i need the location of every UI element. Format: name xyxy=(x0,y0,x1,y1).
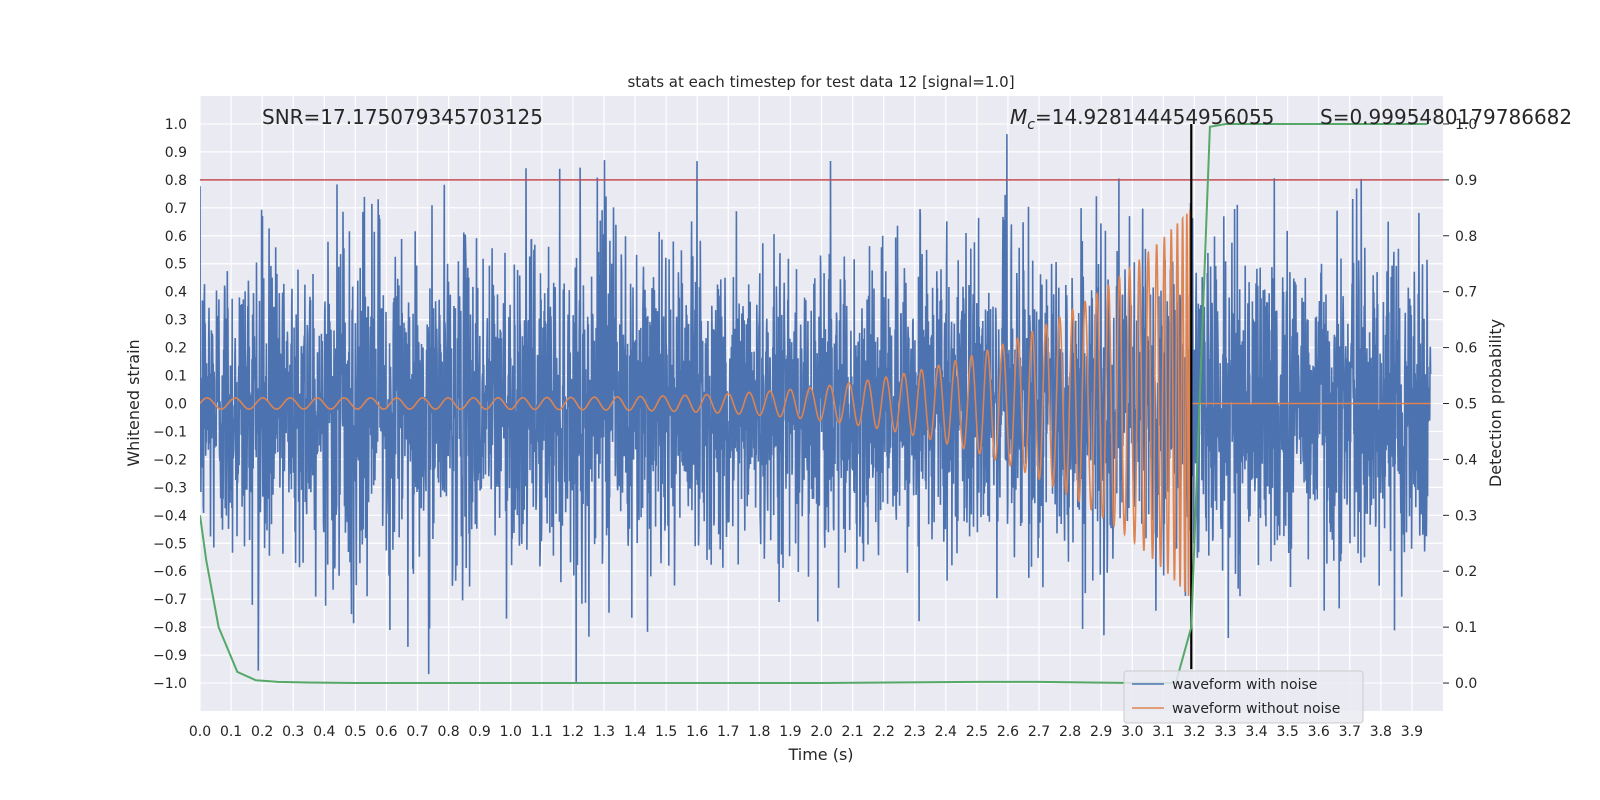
legend-box xyxy=(1123,670,1364,724)
y-right-tick-label: 0.5 xyxy=(1455,397,1477,413)
x-axis-label: Time (s) xyxy=(787,745,853,764)
x-tick-label: 0.3 xyxy=(282,724,304,740)
x-tick-label: 3.1 xyxy=(1152,724,1174,740)
x-tick-label: 0.8 xyxy=(437,724,459,740)
x-tick-label: 3.9 xyxy=(1401,724,1423,740)
series-waveform-without-noise xyxy=(200,209,1431,598)
x-tick-label: 0.5 xyxy=(344,724,366,740)
y-right-tick-label: 0.3 xyxy=(1455,508,1477,524)
y-left-tick-label: −0.5 xyxy=(153,536,187,552)
y-left-tick-label: −1.0 xyxy=(153,676,187,692)
x-tick-label: 3.3 xyxy=(1214,724,1236,740)
y-left-tick-label: −0.3 xyxy=(153,480,187,496)
y-axis-left-label: Whitened strain xyxy=(124,339,143,466)
x-tick-label: 1.8 xyxy=(748,724,770,740)
y-left-tick-label: 0.1 xyxy=(165,369,187,385)
y-right-tick-label: 0.7 xyxy=(1455,285,1477,301)
x-tick-label: 2.2 xyxy=(873,724,895,740)
y-left-tick-label: 0.7 xyxy=(165,201,187,217)
x-tick-label: 2.4 xyxy=(935,724,957,740)
y-left-tick-label: −0.8 xyxy=(153,620,187,636)
x-tick-label: 0.0 xyxy=(189,724,211,740)
x-tick-label: 1.7 xyxy=(717,724,739,740)
y-axis-right-ticks: 1.0 0.9 0.8 0.7 0.6 0.5 0.4 0.3 0.2 0.1 0.0 xyxy=(1443,117,1477,692)
y-left-tick-label: −0.4 xyxy=(153,508,187,524)
x-tick-label: 1.5 xyxy=(655,724,677,740)
snr-annotation: SNR=17.175079345703125 xyxy=(262,105,543,129)
y-axis-right-label: Detection probability xyxy=(1486,319,1505,487)
y-right-tick-label: 0.2 xyxy=(1455,564,1477,580)
x-axis-ticks: 0.0 0.1 0.2 0.3 0.4 0.5 0.6 0.7 0.8 0.9 1.0 1.1 1.2 1… xyxy=(189,724,1423,740)
x-tick-label: 0.1 xyxy=(220,724,242,740)
y-left-tick-label: 0.3 xyxy=(165,313,187,329)
series-detection-probability xyxy=(200,123,1428,684)
x-tick-label: 3.5 xyxy=(1276,724,1298,740)
legend: waveform with noise waveform without noi… xyxy=(1123,670,1364,724)
mc-subscript: c xyxy=(1027,117,1035,133)
y-right-tick-label: 0.1 xyxy=(1455,620,1477,636)
y-left-tick-label: 0.0 xyxy=(165,397,187,413)
x-tick-label: 2.7 xyxy=(1028,724,1050,740)
x-tick-label: 0.6 xyxy=(375,724,397,740)
y-left-tick-label: 0.5 xyxy=(165,257,187,273)
x-tick-label: 1.3 xyxy=(593,724,615,740)
y-right-tick-label: 0.8 xyxy=(1455,229,1477,245)
x-tick-label: 2.5 xyxy=(966,724,988,740)
s-annotation: S=0.9995480179786682 xyxy=(1320,105,1572,129)
x-tick-label: 3.0 xyxy=(1121,724,1143,740)
x-tick-label: 2.9 xyxy=(1090,724,1112,740)
y-right-tick-label: 0.6 xyxy=(1455,341,1477,357)
y-left-tick-label: 0.8 xyxy=(165,173,187,189)
y-left-tick-label: −0.6 xyxy=(153,564,187,580)
x-tick-label: 2.3 xyxy=(904,724,926,740)
mc-value: =14.928144454956055 xyxy=(1035,105,1274,129)
y-left-tick-label: 0.2 xyxy=(165,341,187,357)
y-left-tick-label: −0.1 xyxy=(153,424,187,440)
y-left-tick-label: −0.9 xyxy=(153,648,187,664)
x-tick-label: 3.6 xyxy=(1308,724,1330,740)
x-tick-label: 2.6 xyxy=(997,724,1019,740)
y-axis-left-ticks: 1.0 0.9 0.8 0.7 0.6 0.5 0.4 0.3 0.2 0.1 0.0 −0.1 −0.… xyxy=(153,117,187,692)
x-tick-label: 1.9 xyxy=(779,724,801,740)
y-right-tick-label: 1.0 xyxy=(1455,117,1477,133)
x-tick-label: 0.7 xyxy=(406,724,428,740)
mc-annotation: Mc=14.928144454956055 xyxy=(1010,105,1274,133)
x-tick-label: 3.7 xyxy=(1339,724,1361,740)
x-tick-label: 0.4 xyxy=(313,724,335,740)
chart-title: stats at each timestep for test data 12 … xyxy=(627,73,1014,91)
x-tick-label: 1.2 xyxy=(562,724,584,740)
legend-label-waveform-with-noise: waveform with noise xyxy=(1172,677,1317,693)
y-right-tick-label: 0.9 xyxy=(1455,173,1477,189)
y-right-tick-label: 0.0 xyxy=(1455,676,1477,692)
y-left-tick-label: 0.6 xyxy=(165,229,187,245)
x-tick-label: 2.1 xyxy=(841,724,863,740)
series-waveform-with-noise xyxy=(200,134,1432,682)
y-left-tick-label: 0.9 xyxy=(165,145,187,161)
x-tick-label: 1.1 xyxy=(531,724,553,740)
x-tick-label: 1.4 xyxy=(624,724,646,740)
x-tick-label: 1.0 xyxy=(500,724,522,740)
x-tick-label: 2.0 xyxy=(810,724,832,740)
x-tick-label: 2.8 xyxy=(1059,724,1081,740)
y-left-tick-label: −0.7 xyxy=(153,592,187,608)
legend-label-waveform-without-noise: waveform without noise xyxy=(1172,701,1340,717)
y-right-tick-label: 0.4 xyxy=(1455,452,1477,468)
x-tick-label: 0.2 xyxy=(251,724,273,740)
x-tick-label: 3.8 xyxy=(1370,724,1392,740)
x-tick-label: 3.2 xyxy=(1183,724,1205,740)
y-left-tick-label: 1.0 xyxy=(165,117,187,133)
x-tick-label: 3.4 xyxy=(1245,724,1267,740)
x-tick-label: 1.6 xyxy=(686,724,708,740)
mc-symbol: M xyxy=(1010,105,1027,129)
y-left-tick-label: −0.2 xyxy=(153,452,187,468)
x-tick-label: 0.9 xyxy=(469,724,491,740)
y-left-tick-label: 0.4 xyxy=(165,285,187,301)
